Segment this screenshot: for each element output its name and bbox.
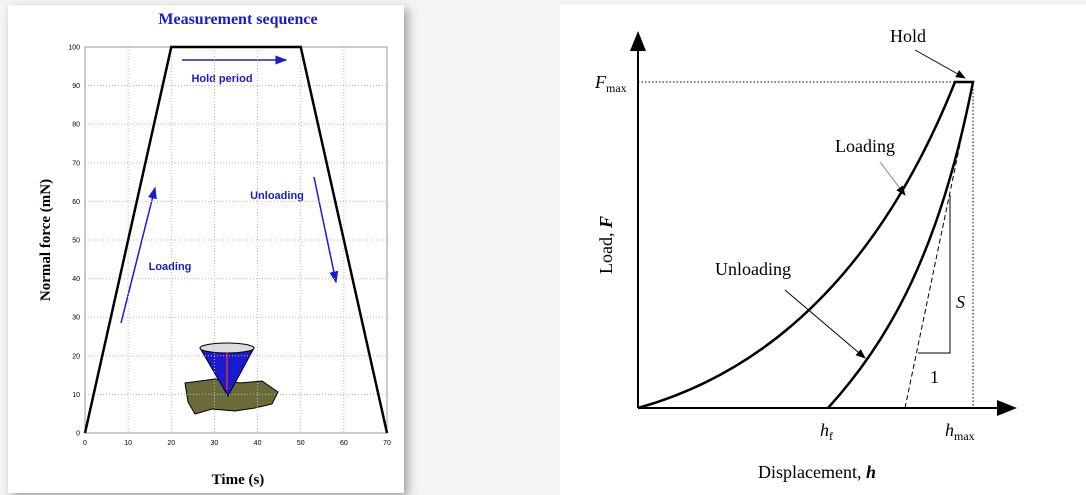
subscript: max (606, 81, 627, 95)
left-panel (8, 5, 404, 493)
arrow (784, 289, 866, 359)
y-tick-label: 30 (72, 315, 80, 322)
x-tick-label: 70 (383, 440, 391, 447)
x-tick-label: 20 (167, 440, 175, 447)
y-tick-label: 50 (72, 238, 80, 245)
text: Displacement, (758, 462, 866, 482)
arrow (313, 176, 339, 284)
slope-triangle (918, 195, 951, 354)
force-line (83, 45, 389, 434)
y-tick-label: 80 (72, 122, 80, 129)
symbol: h (945, 420, 954, 440)
fmax-label: Fmax (594, 72, 627, 95)
diagram-labels: Hold Fmax Loading Unloading S 1 hf hmax … (594, 26, 975, 482)
x-axis-label: Displacement, h (758, 462, 876, 482)
unloading-label: Unloading (715, 259, 791, 279)
y-tick-label: 100 (68, 45, 80, 52)
y-tick-label: 20 (72, 353, 80, 360)
annotation: Loading (149, 261, 192, 273)
symbol: F (596, 216, 616, 229)
x-tick-label: 30 (211, 440, 219, 447)
arrow (879, 161, 906, 196)
x-tick-label: 0 (83, 440, 87, 447)
y-axis-label: Normal force (mN) (38, 179, 54, 301)
hf-label: hf (820, 420, 833, 443)
chart-title: Measurement sequence (158, 11, 317, 28)
y-tick-label: 10 (72, 392, 80, 399)
load-curve (637, 80, 975, 410)
y-tick-label: 70 (72, 160, 80, 167)
symbol: h (866, 462, 876, 482)
symbol: h (820, 420, 829, 440)
subscript: max (954, 429, 975, 443)
arrow (120, 186, 157, 324)
text: Load, (596, 228, 616, 274)
y-tick-label: 90 (72, 83, 80, 90)
x-tick-label: 60 (340, 440, 348, 447)
unit-label: 1 (930, 367, 939, 387)
annotation: Hold period (191, 73, 252, 85)
hold-label: Hold (890, 26, 926, 46)
x-tick-label: 10 (124, 440, 132, 447)
y-axis-label: Load, F (596, 216, 616, 274)
loading-label: Loading (835, 136, 895, 156)
hmax-label: hmax (945, 420, 975, 443)
x-tick-label: 40 (254, 440, 262, 447)
stiffness-label: S (956, 292, 965, 312)
annotation: Unloading (250, 190, 304, 202)
symbol: F (594, 72, 607, 92)
x-tick-label: 50 (297, 440, 305, 447)
force-time-chart: Measurement sequence Time (s) Normal for… (38, 11, 391, 488)
arrow (914, 49, 966, 79)
x-axis-label: Time (s) (212, 472, 265, 488)
y-tick-label: 40 (72, 276, 80, 283)
y-tick-label: 0 (76, 431, 80, 438)
subscript: f (829, 429, 833, 443)
load-displacement-diagram (630, 31, 1017, 416)
y-tick-label: 60 (72, 199, 80, 206)
